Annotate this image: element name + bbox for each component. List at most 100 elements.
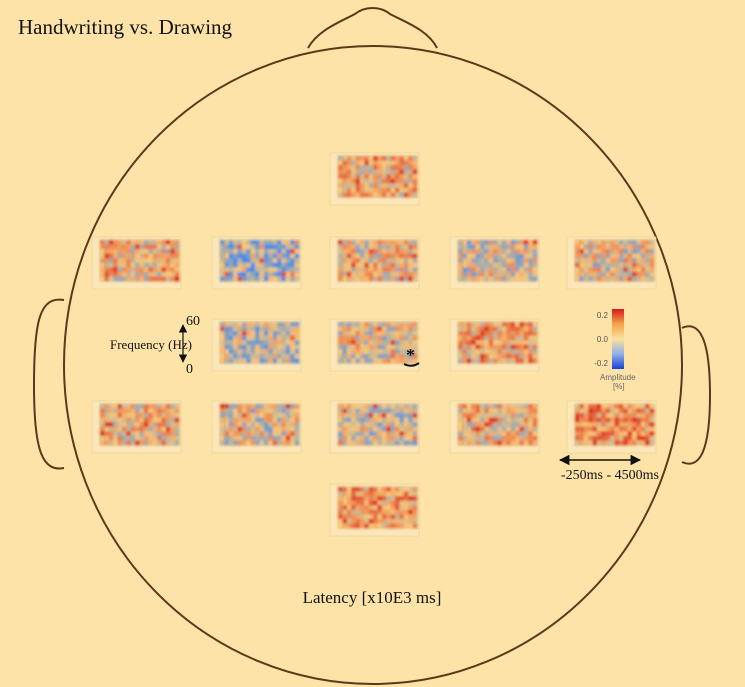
map-cell bbox=[493, 413, 498, 419]
map-cell bbox=[601, 262, 607, 268]
map-cell bbox=[610, 276, 615, 282]
map-cell bbox=[479, 404, 485, 410]
map-cell bbox=[377, 344, 383, 350]
map-cell bbox=[479, 331, 485, 337]
map-cell bbox=[523, 353, 529, 359]
map-cell bbox=[605, 253, 611, 259]
map-cell bbox=[475, 271, 481, 277]
map-cell bbox=[588, 431, 594, 437]
map-cell bbox=[575, 417, 580, 423]
map-cell bbox=[364, 344, 370, 350]
map-cell bbox=[386, 518, 392, 524]
map-cell bbox=[220, 253, 225, 259]
map-cell bbox=[399, 518, 405, 524]
map-cell bbox=[636, 276, 642, 282]
map-cell bbox=[224, 335, 230, 341]
map-cell bbox=[399, 509, 405, 515]
map-cell bbox=[117, 426, 123, 432]
map-cell bbox=[488, 253, 494, 259]
map-cell bbox=[649, 271, 655, 277]
map-cell bbox=[395, 262, 400, 268]
map-cell bbox=[342, 440, 348, 446]
map-cell bbox=[351, 187, 357, 193]
map-cell bbox=[294, 408, 300, 414]
map-cell bbox=[381, 326, 387, 332]
map-cell bbox=[342, 435, 348, 441]
map-cell bbox=[412, 349, 418, 355]
map-cell bbox=[241, 271, 247, 277]
map-cell bbox=[152, 240, 158, 246]
map-cell bbox=[364, 417, 370, 423]
map-cell bbox=[403, 518, 409, 524]
map-cell bbox=[386, 431, 392, 437]
map-cell bbox=[113, 431, 119, 437]
map-cell bbox=[390, 408, 396, 414]
map-cell bbox=[399, 258, 405, 264]
map-cell bbox=[148, 413, 154, 419]
map-cell bbox=[592, 404, 598, 410]
map-cells bbox=[575, 240, 655, 282]
map-cell bbox=[462, 335, 468, 341]
map-cell bbox=[575, 271, 580, 277]
map-cell bbox=[250, 267, 256, 273]
map-cell bbox=[157, 258, 162, 264]
map-cell bbox=[412, 422, 418, 428]
map-cell bbox=[390, 322, 396, 328]
map-cell bbox=[390, 326, 396, 332]
map-cell bbox=[224, 408, 230, 414]
map-cell bbox=[351, 431, 357, 437]
map-cell bbox=[471, 422, 477, 428]
map-cell bbox=[623, 404, 629, 410]
map-cell bbox=[237, 344, 243, 350]
map-cell bbox=[338, 183, 343, 189]
map-cell bbox=[259, 249, 265, 255]
map-cell bbox=[359, 156, 365, 162]
map-cell bbox=[255, 358, 260, 364]
map-cell bbox=[640, 276, 646, 282]
map-cell bbox=[272, 258, 278, 264]
map-cell bbox=[583, 431, 589, 437]
map-cell bbox=[618, 271, 624, 277]
map-cell bbox=[484, 253, 490, 259]
map-cell bbox=[592, 435, 598, 441]
map-cell bbox=[377, 404, 383, 410]
map-cell bbox=[143, 244, 149, 250]
map-cell bbox=[488, 349, 494, 355]
map-cell bbox=[368, 240, 374, 246]
map-cell bbox=[342, 408, 348, 414]
map-cell bbox=[462, 267, 468, 273]
map-cell bbox=[515, 349, 520, 355]
map-cell bbox=[246, 358, 252, 364]
map-cell bbox=[373, 262, 378, 268]
map-cell bbox=[510, 344, 516, 350]
map-cell bbox=[519, 258, 525, 264]
map-cell bbox=[592, 240, 598, 246]
map-cell bbox=[139, 262, 145, 268]
map-cell bbox=[241, 276, 247, 282]
map-cell bbox=[510, 422, 516, 428]
map-cell bbox=[290, 440, 296, 446]
map-cell bbox=[618, 413, 624, 419]
map-cell bbox=[519, 344, 525, 350]
map-cell bbox=[386, 253, 392, 259]
map-cell bbox=[575, 253, 580, 259]
map-cell bbox=[592, 426, 598, 432]
map-cell bbox=[346, 358, 352, 364]
map-cell bbox=[636, 244, 642, 250]
map-cell bbox=[338, 160, 343, 166]
map-cell bbox=[285, 431, 291, 437]
map-cell bbox=[359, 505, 365, 511]
map-cell bbox=[277, 253, 282, 259]
map-cell bbox=[377, 408, 383, 414]
map-cell bbox=[501, 340, 507, 346]
map-cell bbox=[170, 422, 176, 428]
map-cell bbox=[515, 358, 520, 364]
map-cell bbox=[479, 322, 485, 328]
map-cell bbox=[412, 426, 418, 432]
map-cell bbox=[497, 435, 503, 441]
map-cell bbox=[135, 253, 140, 259]
map-cell bbox=[290, 417, 296, 423]
map-cell bbox=[632, 408, 637, 414]
map-cell bbox=[618, 240, 624, 246]
map-cell bbox=[130, 440, 136, 446]
